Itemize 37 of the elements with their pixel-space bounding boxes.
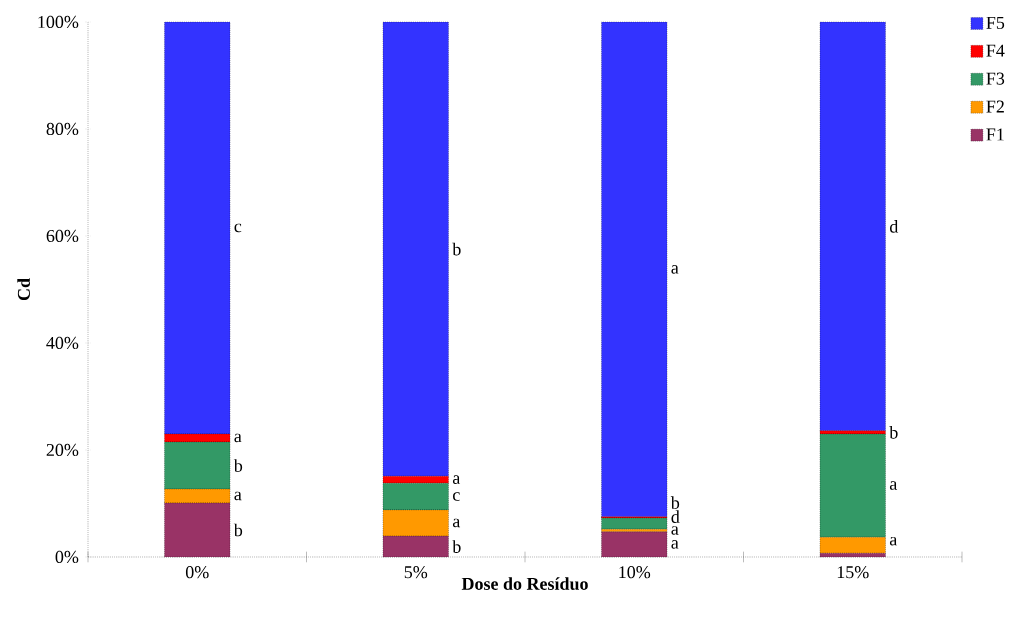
annotation: a bbox=[671, 265, 679, 274]
annotation: a bbox=[234, 491, 242, 501]
y-tick-label: 80% bbox=[46, 122, 79, 136]
annotation: a bbox=[889, 536, 898, 546]
y-tick-label: 20% bbox=[46, 443, 79, 457]
annotation: c bbox=[234, 223, 242, 233]
x-tick-label: 15% bbox=[837, 566, 869, 579]
bar bbox=[819, 21, 886, 431]
legend-label: F5 bbox=[986, 16, 1005, 29]
x-axis-title: Dose do Resíduo bbox=[461, 577, 588, 590]
x-tick-label: 0% bbox=[185, 566, 209, 579]
annotation: a bbox=[889, 481, 898, 490]
y-tick-label: 100% bbox=[38, 15, 79, 29]
y-axis-title: Cd bbox=[17, 278, 30, 301]
annotation: b bbox=[233, 459, 243, 472]
y-tick-label: 40% bbox=[46, 336, 79, 350]
annotation: d bbox=[671, 510, 680, 523]
annotation: a bbox=[234, 433, 242, 443]
annotation: c bbox=[453, 492, 460, 501]
y-tick-label: 60% bbox=[46, 229, 79, 243]
y-tick-label: 0% bbox=[55, 550, 79, 564]
x-tick-label: 5% bbox=[404, 566, 428, 579]
legend-label: F4 bbox=[986, 44, 1005, 57]
annotation: b bbox=[233, 523, 243, 537]
legend-label: F2 bbox=[986, 100, 1004, 113]
annotation: b bbox=[889, 426, 898, 439]
legend-label: F1 bbox=[986, 128, 1004, 141]
annotation: a bbox=[452, 518, 461, 528]
x-tick-label: 10% bbox=[619, 566, 651, 579]
legend-label: F3 bbox=[986, 72, 1005, 85]
annotation: b bbox=[452, 242, 461, 256]
annotation: b bbox=[452, 540, 461, 553]
annotation: b bbox=[670, 496, 680, 510]
annotation: d bbox=[889, 220, 899, 233]
annotation: a bbox=[671, 526, 679, 535]
annotation: a bbox=[452, 475, 461, 484]
annotation: a bbox=[671, 540, 679, 549]
